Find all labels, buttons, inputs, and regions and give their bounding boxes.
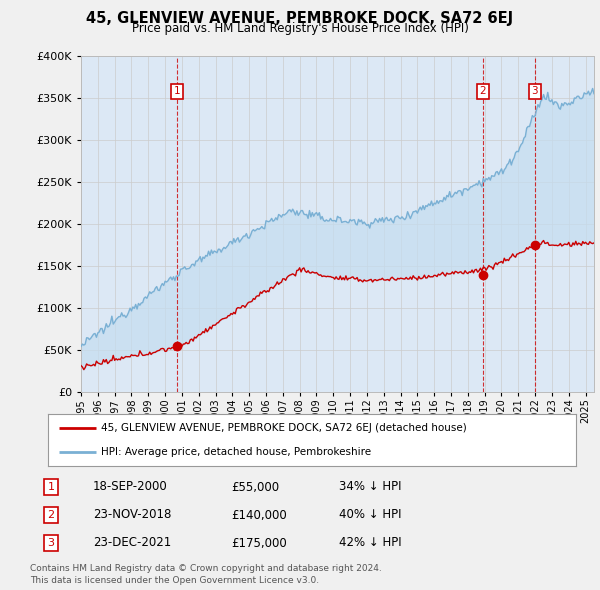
Text: 2: 2: [479, 86, 487, 96]
Text: £55,000: £55,000: [231, 480, 279, 493]
Text: 34% ↓ HPI: 34% ↓ HPI: [339, 480, 401, 493]
Text: 18-SEP-2000: 18-SEP-2000: [93, 480, 168, 493]
Text: 3: 3: [47, 538, 55, 548]
Text: £175,000: £175,000: [231, 536, 287, 549]
Text: 1: 1: [47, 482, 55, 492]
Text: 23-DEC-2021: 23-DEC-2021: [93, 536, 171, 549]
Text: 45, GLENVIEW AVENUE, PEMBROKE DOCK, SA72 6EJ: 45, GLENVIEW AVENUE, PEMBROKE DOCK, SA72…: [86, 11, 514, 25]
Text: 45, GLENVIEW AVENUE, PEMBROKE DOCK, SA72 6EJ (detached house): 45, GLENVIEW AVENUE, PEMBROKE DOCK, SA72…: [101, 423, 467, 433]
Text: 23-NOV-2018: 23-NOV-2018: [93, 509, 172, 522]
Text: 2: 2: [47, 510, 55, 520]
Text: HPI: Average price, detached house, Pembrokeshire: HPI: Average price, detached house, Pemb…: [101, 447, 371, 457]
Text: Contains HM Land Registry data © Crown copyright and database right 2024.
This d: Contains HM Land Registry data © Crown c…: [30, 565, 382, 585]
Text: 42% ↓ HPI: 42% ↓ HPI: [339, 536, 401, 549]
Text: 40% ↓ HPI: 40% ↓ HPI: [339, 509, 401, 522]
Text: 1: 1: [174, 86, 181, 96]
Text: 3: 3: [532, 86, 538, 96]
Text: £140,000: £140,000: [231, 509, 287, 522]
Text: Price paid vs. HM Land Registry's House Price Index (HPI): Price paid vs. HM Land Registry's House …: [131, 22, 469, 35]
